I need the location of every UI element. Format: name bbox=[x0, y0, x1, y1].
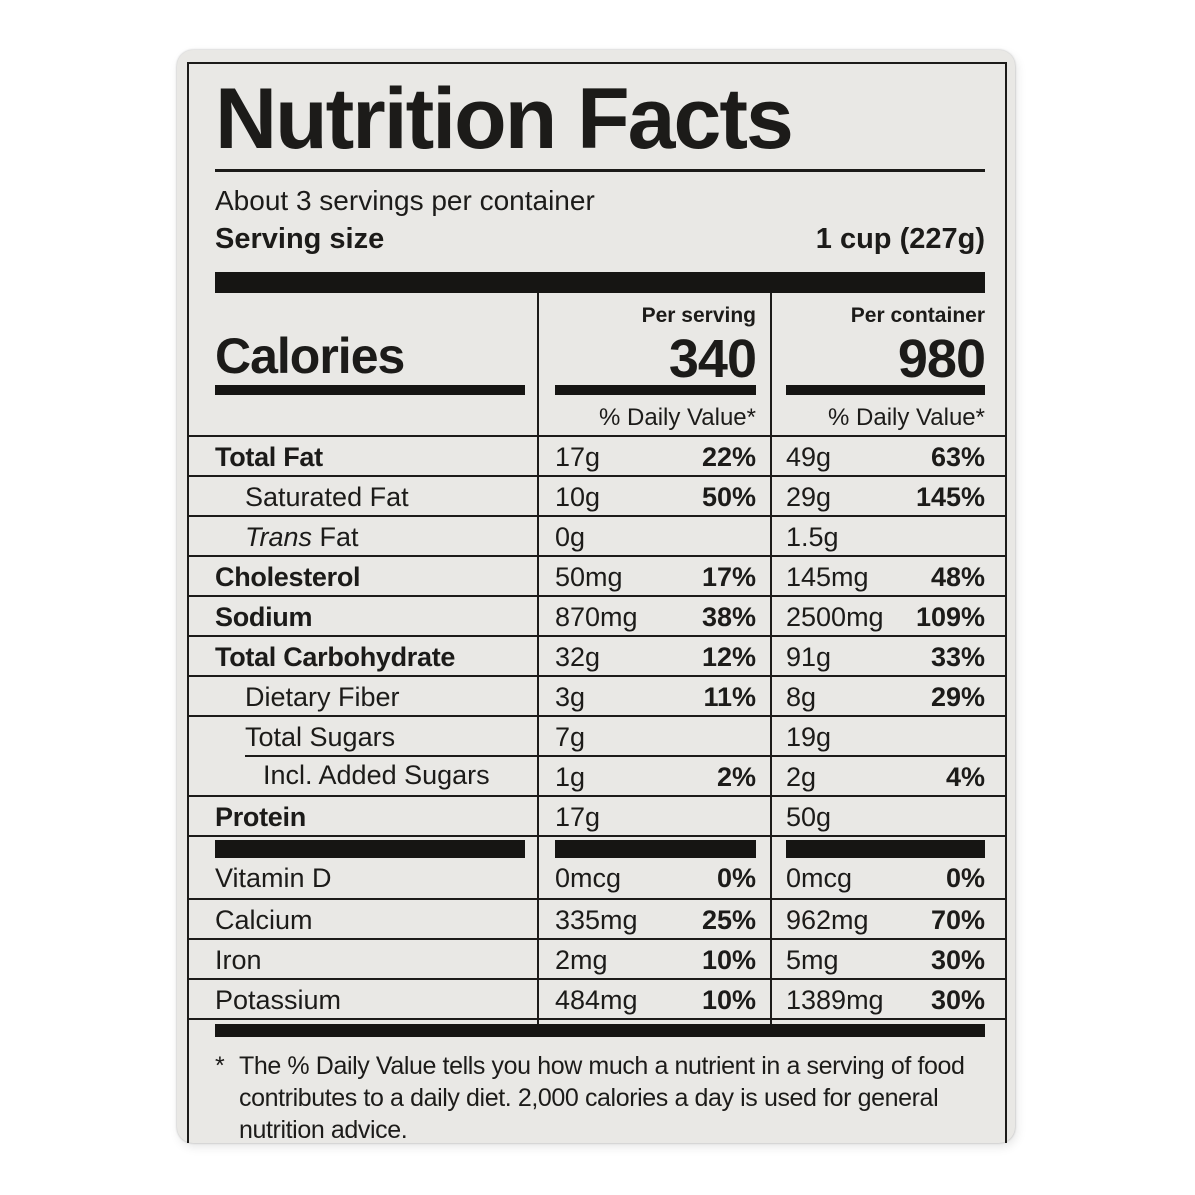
per-serving-cell: 0mcg 0% bbox=[537, 857, 770, 898]
per-serving-cell: 32g 12% bbox=[537, 634, 770, 675]
per-serving-cell: 0g bbox=[537, 514, 770, 555]
nutrient-name: Potassium bbox=[189, 977, 537, 1018]
nutrient-name: Saturated Fat bbox=[189, 474, 537, 515]
title-rule bbox=[215, 169, 985, 173]
nutrient-name: Total Sugars bbox=[189, 714, 537, 755]
per-serving-cell: 17g bbox=[537, 794, 770, 835]
nutrient-row-cholesterol: Cholesterol 50mg 17% 145mg 48% bbox=[189, 554, 1005, 595]
servings-per-container: About 3 servings per container bbox=[215, 185, 595, 217]
nutrient-row-protein: Protein 17g 50g bbox=[189, 794, 1005, 835]
separator-bar bbox=[215, 839, 525, 858]
nutrient-name: Iron bbox=[189, 937, 537, 978]
nutrition-facts-label: Nutrition Facts About 3 servings per con… bbox=[177, 50, 1015, 1143]
nutrient-name: Vitamin D bbox=[215, 862, 332, 893]
footnote-asterisk: * bbox=[215, 1051, 225, 1080]
per-serving-cell: 1g 2% bbox=[537, 754, 770, 795]
per-serving-header: Per serving bbox=[641, 303, 756, 327]
nutrient-name: Calcium bbox=[189, 897, 537, 938]
per-serving-cell: 335mg 25% bbox=[537, 897, 770, 938]
per-container-cell: 5mg 30% bbox=[770, 937, 1005, 978]
vitamin-row-vitamin-d: Vitamin D 0mcg 0% 0mcg 0% bbox=[189, 857, 1005, 898]
per-serving-cell: 7g bbox=[537, 714, 770, 755]
per-container-cell: 29g 145% bbox=[770, 474, 1005, 515]
serving-size-value: 1 cup (227g) bbox=[815, 222, 985, 255]
label-border-box: Nutrition Facts About 3 servings per con… bbox=[187, 62, 1007, 1143]
separator-bar bbox=[555, 384, 756, 395]
daily-value-header-serving: % Daily Value* bbox=[537, 394, 770, 435]
vitamin-row-calcium: Calcium 335mg 25% 962mg 70% bbox=[189, 897, 1005, 938]
per-container-cell: 962mg 70% bbox=[770, 897, 1005, 938]
nutrient-name: Dietary Fiber bbox=[189, 674, 537, 715]
nutrient-name: Trans Fat bbox=[189, 514, 537, 555]
per-serving-cell: 870mg 38% bbox=[537, 594, 770, 635]
nutrient-row-trans-fat: Trans Fat 0g 1.5g bbox=[189, 514, 1005, 555]
serving-size-row: Serving size 1 cup (227g) bbox=[215, 223, 985, 256]
per-serving-cell: 3g 11% bbox=[537, 674, 770, 715]
per-container-cell: 50g bbox=[770, 794, 1005, 835]
per-container-cell: 19g bbox=[770, 714, 1005, 755]
per-container-cell: 1389mg 30% bbox=[770, 977, 1005, 1018]
label-title: Nutrition Facts bbox=[215, 71, 794, 167]
separator-bar bbox=[786, 384, 985, 395]
daily-value-footnote: * The % Daily Value tells you how much a… bbox=[215, 1050, 997, 1143]
thick-separator-bar-top bbox=[215, 271, 985, 293]
vitamin-row-potassium: Potassium 484mg 10% 1389mg 30% bbox=[189, 977, 1005, 1018]
per-container-cell: 2g 4% bbox=[770, 754, 1005, 795]
per-container-cell: 0mcg 0% bbox=[770, 857, 1005, 898]
per-serving-cell: 484mg 10% bbox=[537, 977, 770, 1018]
nutrient-name: Sodium bbox=[189, 594, 537, 635]
mid-separator-row bbox=[189, 834, 1005, 858]
per-serving-cell: 17g 22% bbox=[537, 434, 770, 475]
per-container-header: Per container bbox=[850, 303, 985, 327]
per-serving-cell: 10g 50% bbox=[537, 474, 770, 515]
separator-bar bbox=[215, 384, 525, 395]
nutrient-name: Cholesterol bbox=[189, 554, 537, 595]
nutrient-row-saturated-fat: Saturated Fat 10g 50% 29g 145% bbox=[189, 474, 1005, 515]
per-container-cell: 1.5g bbox=[770, 514, 1005, 555]
nutrient-name: Protein bbox=[189, 794, 537, 835]
per-serving-cell: 50mg 17% bbox=[537, 554, 770, 595]
nutrient-row-total-fat: Total Fat 17g 22% 49g 63% bbox=[189, 434, 1005, 475]
per-container-cell: 145mg 48% bbox=[770, 554, 1005, 595]
nutrient-name: Total Fat bbox=[189, 434, 537, 475]
nutrient-row-total-sugars: Total Sugars 7g 19g bbox=[189, 714, 1005, 755]
nutrient-row-added-sugars: Incl. Added Sugars 1g 2% 2g 4% bbox=[189, 754, 1005, 795]
per-container-cell: 8g 29% bbox=[770, 674, 1005, 715]
bottom-separator-bar bbox=[215, 1023, 985, 1037]
nutrient-name: Total Carbohydrate bbox=[189, 634, 537, 675]
calories-label: Calories bbox=[215, 328, 405, 385]
calories-per-container-cell: Per container 980 bbox=[770, 292, 1005, 389]
daily-value-header-container: % Daily Value* bbox=[770, 394, 1005, 435]
calories-row: Calories Per serving 340 Per container 9… bbox=[189, 292, 1005, 389]
separator-bar bbox=[555, 839, 756, 858]
separator-bar bbox=[786, 839, 985, 858]
serving-size-label: Serving size bbox=[215, 222, 385, 255]
closing-rule-row bbox=[189, 1017, 1005, 1024]
nutrient-row-sodium: Sodium 870mg 38% 2500mg 109% bbox=[189, 594, 1005, 635]
nutrient-row-dietary-fiber: Dietary Fiber 3g 11% 8g 29% bbox=[189, 674, 1005, 715]
calories-underline-row bbox=[189, 384, 1005, 395]
daily-value-header-row: % Daily Value* % Daily Value* bbox=[189, 394, 1005, 435]
per-container-cell: 49g 63% bbox=[770, 434, 1005, 475]
per-container-cell: 91g 33% bbox=[770, 634, 1005, 675]
calories-per-serving-value: 340 bbox=[668, 328, 757, 389]
footnote-text: The % Daily Value tells you how much a n… bbox=[239, 1051, 965, 1143]
nutrient-row-total-carbohydrate: Total Carbohydrate 32g 12% 91g 33% bbox=[189, 634, 1005, 675]
nutrient-name: Incl. Added Sugars bbox=[189, 754, 537, 795]
per-container-cell: 2500mg 109% bbox=[770, 594, 1005, 635]
vitamin-row-iron: Iron 2mg 10% 5mg 30% bbox=[189, 937, 1005, 978]
per-serving-cell: 2mg 10% bbox=[537, 937, 770, 978]
calories-per-serving-cell: Per serving 340 bbox=[537, 292, 770, 389]
calories-per-container-value: 980 bbox=[897, 328, 986, 389]
